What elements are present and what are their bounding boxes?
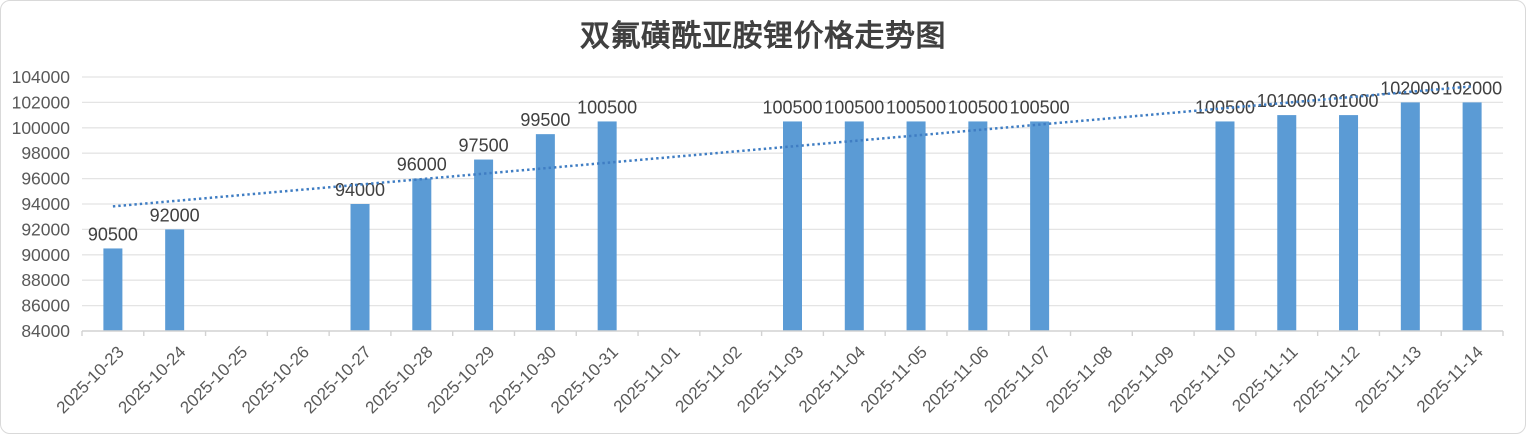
x-axis-label: 2025-11-10 <box>1166 342 1240 416</box>
bar <box>1030 121 1050 331</box>
y-axis-label: 98000 <box>21 143 70 163</box>
bar-value-label: 97500 <box>459 136 509 156</box>
bar <box>597 121 617 331</box>
trendline <box>112 85 1473 208</box>
bar-value-label: 92000 <box>150 205 200 225</box>
bar-value-label: 99500 <box>520 110 570 130</box>
y-axis-label: 96000 <box>21 169 70 189</box>
x-axis-label: 2025-11-14 <box>1413 342 1487 416</box>
bar-value-label: 100500 <box>824 97 884 117</box>
bar-value-label: 90500 <box>88 224 138 244</box>
bar <box>968 121 988 331</box>
bar-value-label: 100500 <box>762 97 822 117</box>
bar-value-label: 94000 <box>335 180 385 200</box>
bar <box>1462 102 1482 332</box>
bar <box>350 204 370 331</box>
bar <box>1277 115 1297 331</box>
bar <box>103 248 123 331</box>
bar <box>535 134 555 331</box>
bar-value-label: 96000 <box>397 155 447 175</box>
y-axis-label: 84000 <box>21 321 70 341</box>
bar <box>1215 121 1235 331</box>
bar-value-label: 101000 <box>1257 91 1317 111</box>
x-axis-label: 2025-10-31 <box>547 342 622 417</box>
bar <box>474 159 494 331</box>
y-axis-label: 94000 <box>21 194 70 214</box>
y-axis-label: 104000 <box>12 67 71 87</box>
bar <box>1400 102 1420 332</box>
bar-value-label: 100500 <box>577 97 637 117</box>
bar-value-label: 100500 <box>1195 97 1255 117</box>
bar <box>412 178 432 331</box>
bar-value-label: 102000 <box>1380 78 1440 98</box>
bar-value-label: 102000 <box>1442 78 1502 98</box>
y-axis-label: 86000 <box>21 296 70 316</box>
y-axis-label: 92000 <box>21 219 70 239</box>
bar-value-label: 100500 <box>1010 97 1070 117</box>
y-axis-label: 90000 <box>21 245 70 265</box>
y-axis-label: 102000 <box>12 92 71 112</box>
bar-value-label: 100500 <box>948 97 1008 117</box>
bar <box>783 121 802 331</box>
bar <box>844 121 864 331</box>
y-axis-label: 100000 <box>12 118 71 138</box>
bar-value-label: 100500 <box>886 97 946 117</box>
chart-title: 双氟磺酰亚胺锂价格走势图 <box>580 20 946 53</box>
bar <box>165 229 185 331</box>
bar <box>906 121 926 331</box>
bar <box>1339 115 1359 331</box>
bar-value-label: 101000 <box>1319 91 1379 111</box>
y-axis-label: 88000 <box>21 270 70 290</box>
